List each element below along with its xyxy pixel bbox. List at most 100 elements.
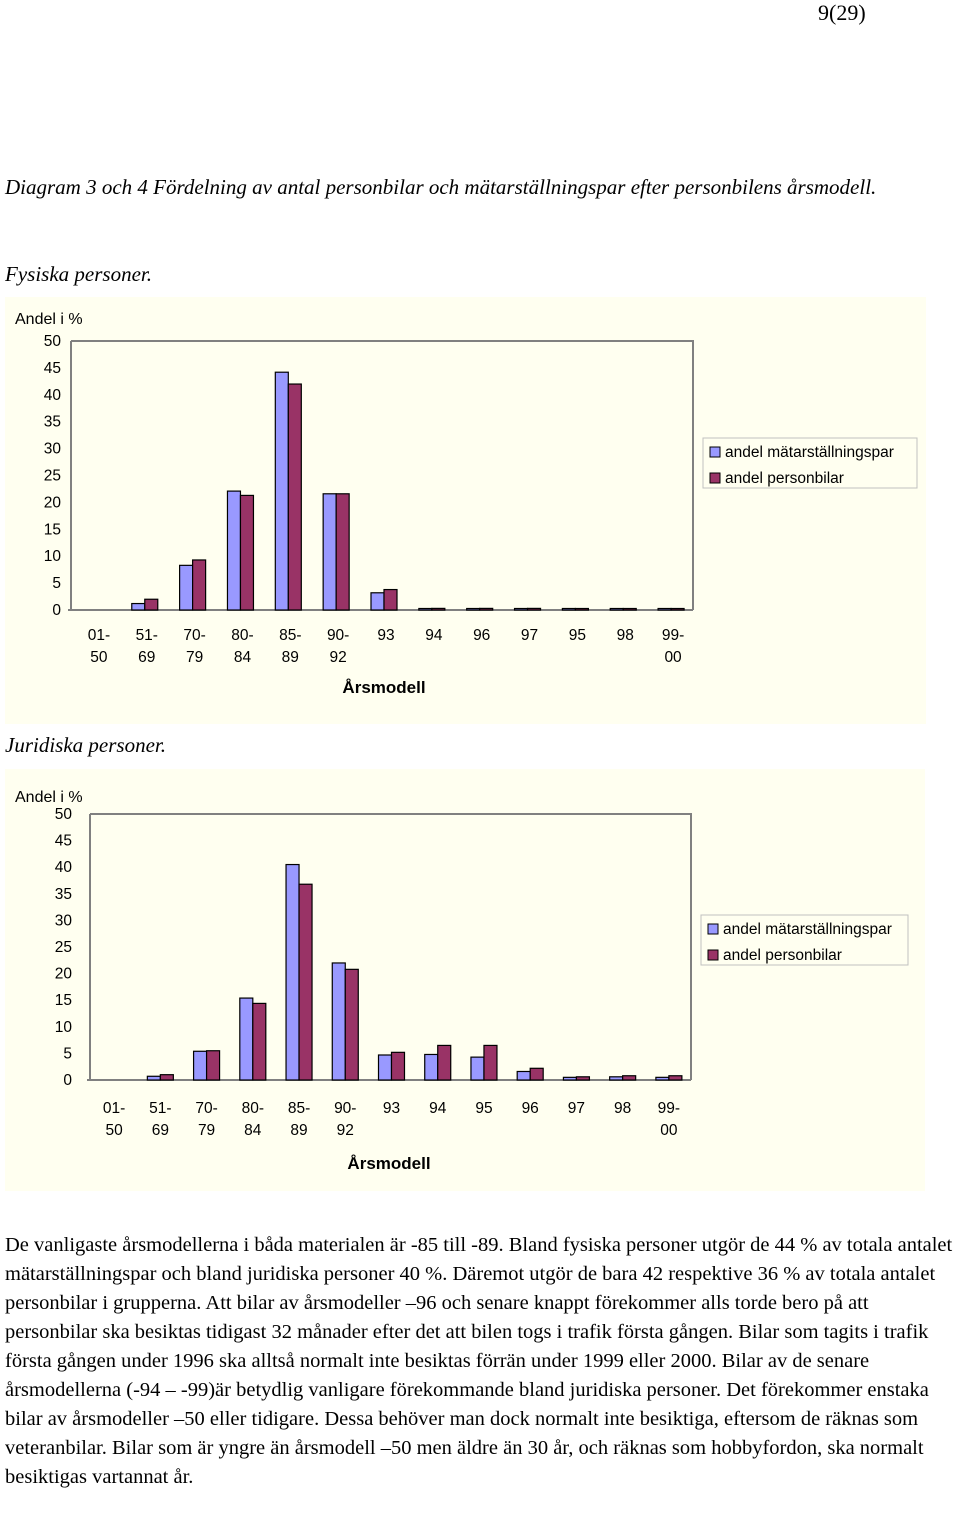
x-axis-label: Årsmodell [347,1154,430,1173]
y-tick-label: 10 [44,548,62,565]
diagram-caption: Diagram 3 och 4 Fördelning av antal pers… [5,175,877,199]
bar-personbilar [239,494,255,611]
body-paragraph: De vanligaste årsmodellerna i båda mater… [5,1234,953,1488]
y-tick-label: 20 [55,966,73,983]
x-tick-label: 85- [279,627,301,644]
chart-juridiska-personer: Andel i % 0 5 10 15 20 25 30 35 40 45 50 01- 50 51- 69 7… [5,769,925,1191]
x-tick-label: 92 [337,1122,354,1139]
x-tick-label: 90- [334,1100,356,1117]
plot-frame [71,340,694,610]
y-tick-label: 30 [44,441,62,458]
x-tick-label: 00 [664,649,682,666]
bar-personbilar [159,1074,174,1081]
bar-personbilar [483,1044,498,1081]
x-tick-label: 80- [231,627,253,644]
bar-matarstallningspar [331,962,346,1081]
x-tick-label: 00 [660,1122,678,1139]
y-tick-label: 5 [52,575,61,592]
y-tick-label: 25 [55,939,72,956]
x-tick-label: 94 [429,1100,447,1117]
bar-matarstallningspar [285,863,300,1081]
legend-label: andel mätarställningspar [725,444,894,461]
x-tick-label: 94 [425,627,443,644]
x-tick-label: 70- [195,1100,217,1117]
x-tick-label: 97 [568,1100,585,1117]
bar-matarstallningspar [513,607,529,611]
x-tick-label: 51- [136,627,158,644]
y-tick-label: 20 [44,494,62,511]
bar-personbilar [144,598,159,611]
x-tick-label: 80- [242,1100,264,1117]
x-tick-label: 99- [658,1100,680,1117]
bar-personbilar [344,968,359,1081]
y-tick-label: 0 [63,1072,72,1089]
bar-personbilar [287,383,302,611]
y-tick-label: 30 [55,912,73,929]
page-number: 9(29) [818,0,866,25]
bar-matarstallningspar [146,1075,161,1081]
legend-swatch [707,923,719,935]
x-tick-label: 95 [475,1100,492,1117]
bar-matarstallningspar [609,607,624,611]
x-tick-label: 92 [330,649,347,666]
x-tick-label: 84 [234,649,252,666]
y-axis-label: Andel i % [15,311,83,328]
x-tick-label: 89 [290,1122,307,1139]
chart-background [5,297,926,724]
bar-matarstallningspar [562,1076,578,1081]
x-tick-label: 84 [244,1122,262,1139]
legend-label: andel personbilar [723,947,842,964]
bar-personbilar [479,607,494,611]
chart-background [5,769,925,1191]
y-tick-label: 0 [52,602,61,619]
x-tick-label: 69 [152,1122,169,1139]
bar-matarstallningspar [418,607,433,611]
bar-personbilar [529,1067,544,1081]
y-tick-label: 40 [44,387,62,404]
bar-personbilar [192,559,207,611]
y-tick-label: 50 [55,806,73,823]
bar-matarstallningspar [370,592,385,611]
bar-personbilar [574,607,589,611]
bar-personbilar [437,1044,452,1081]
bar-matarstallningspar [657,607,672,611]
bar-matarstallningspar [516,1070,531,1081]
x-tick-label: 99- [662,627,684,644]
bar-matarstallningspar [424,1053,439,1081]
bar-personbilar [431,607,446,611]
x-tick-label: 89 [282,649,299,666]
bar-personbilar [670,607,685,611]
bar-matarstallningspar [274,371,289,611]
x-tick-label: 96 [473,627,490,644]
x-tick-label: 50 [90,649,108,666]
bar-personbilar [390,1051,406,1081]
legend-box [702,437,918,489]
bar-matarstallningspar [470,1056,485,1081]
bar-matarstallningspar [131,602,146,611]
bar-matarstallningspar [377,1054,393,1081]
chart1-subtitle: Fysiska personer. [5,262,152,286]
y-tick-label: 35 [55,886,72,903]
x-tick-label: 01- [88,627,110,644]
chart2-subtitle: Juridiska personer. [5,733,166,757]
bar-matarstallningspar [179,564,194,611]
bar-matarstallningspar [561,607,576,611]
y-tick-label: 35 [44,414,61,431]
y-tick-label: 45 [55,833,72,850]
x-tick-label: 85- [288,1100,310,1117]
x-tick-label: 79 [198,1122,215,1139]
bar-personbilar [335,493,350,611]
legend-box [700,914,909,966]
x-tick-label: 69 [138,649,155,666]
bar-matarstallningspar [655,1076,670,1081]
bar-personbilar [252,1002,267,1081]
bar-personbilar [622,607,637,611]
plot-frame [90,813,692,1080]
legend-swatch [709,472,721,484]
x-tick-label: 90- [327,627,349,644]
bar-matarstallningspar [226,490,242,611]
legend-label: andel mätarställningspar [723,921,892,938]
bar-personbilar [575,1076,591,1081]
x-tick-label: 79 [186,649,203,666]
y-tick-label: 10 [55,1019,73,1036]
